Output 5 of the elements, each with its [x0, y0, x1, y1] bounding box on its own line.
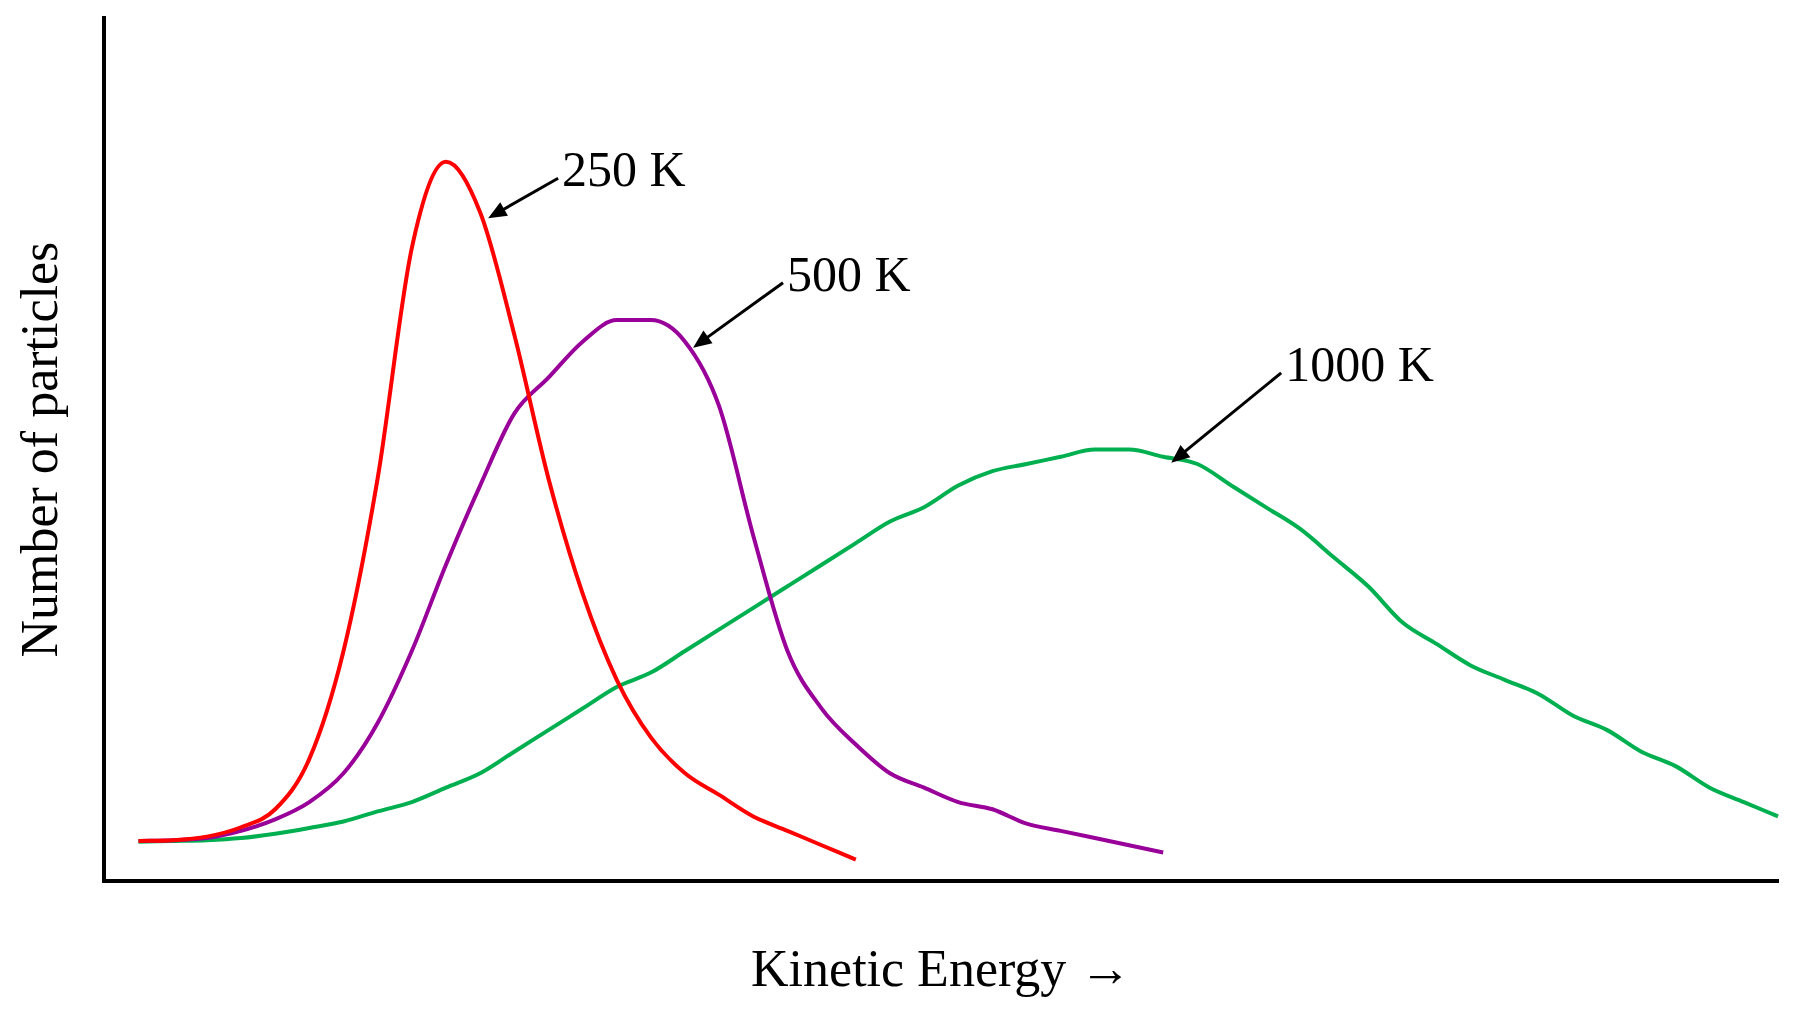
x-axis-title: Kinetic Energy → [751, 940, 1132, 998]
y-axis-title: Number of particles [10, 241, 68, 658]
text: 500 K [787, 245, 911, 302]
series-label: 250 K [562, 141, 686, 198]
text: 1000 K [1285, 335, 1434, 392]
